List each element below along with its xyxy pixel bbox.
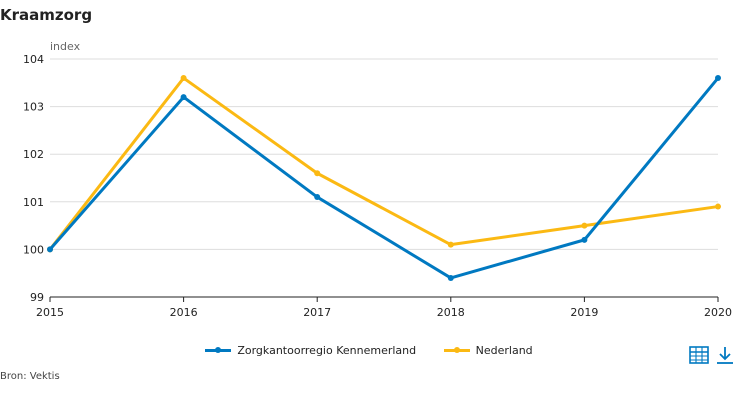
legend-label-nederland: Nederland (475, 343, 533, 357)
data-point[interactable] (715, 203, 721, 210)
x-tick-label: 2019 (570, 306, 598, 319)
chart-title: Kraamzorg (0, 6, 93, 24)
x-tick-label: 2016 (170, 306, 198, 319)
y-tick-label: 102 (23, 148, 44, 161)
legend-item-nederland[interactable]: Nederland (443, 343, 533, 357)
series-line-0 (48, 77, 720, 280)
y-tick-label: 99 (30, 291, 44, 304)
y-axis-ticks: 99 100 101 102 103 104 (23, 53, 44, 304)
y-tick-label: 103 (23, 101, 44, 114)
y-tick-label: 104 (23, 53, 44, 66)
data-point[interactable] (447, 274, 454, 281)
data-point[interactable] (47, 246, 53, 253)
data-point[interactable] (447, 241, 454, 248)
source-note: Bron: Vektis (0, 371, 60, 382)
data-point[interactable] (715, 75, 721, 82)
legend-label-kennemerland: Zorgkantoorregio Kennemerland (237, 343, 417, 357)
data-point[interactable] (314, 170, 321, 177)
series-line-1 (48, 76, 719, 251)
data-point[interactable] (581, 236, 588, 243)
table-icon[interactable] (688, 344, 710, 366)
x-tick-label: 2018 (437, 306, 465, 319)
legend-swatch-kennemerland (205, 343, 232, 357)
y-tick-label: 100 (23, 243, 44, 256)
x-tick-label: 2015 (36, 306, 64, 319)
series-group (47, 75, 721, 281)
legend-item-kennemerland[interactable]: Zorgkantoorregio Kennemerland (205, 343, 416, 357)
y-tick-label: 101 (23, 196, 44, 209)
x-tick-label: 2017 (303, 306, 331, 319)
data-point[interactable] (314, 194, 321, 201)
data-point[interactable] (581, 222, 588, 229)
x-axis: 2015 2016 2017 2018 2019 2020 (36, 296, 732, 319)
legend: Zorgkantoorregio Kennemerland Nederland (0, 343, 738, 360)
y-axis-label: index (50, 40, 81, 53)
data-point[interactable] (180, 75, 187, 82)
x-tick-label: 2020 (704, 306, 732, 319)
legend-swatch-nederland (443, 343, 470, 357)
download-icon[interactable] (714, 344, 736, 366)
gridlines (50, 58, 718, 250)
data-point[interactable] (180, 94, 187, 101)
